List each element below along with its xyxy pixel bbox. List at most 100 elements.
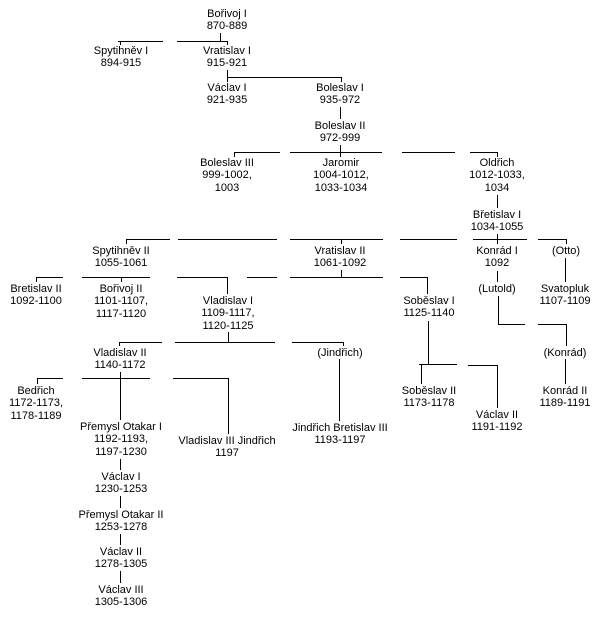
connector-vertical-line — [36, 277, 37, 282]
connector-vertical-line — [421, 364, 422, 384]
person-name: Bedřich — [17, 385, 55, 397]
person-konrad-ii: Konrád II 1189-1191 — [540, 385, 591, 410]
connector-horizontal-line — [234, 152, 280, 153]
connector-vertical-line — [341, 239, 342, 244]
person-name: (Konrád) — [543, 347, 587, 359]
connector-horizontal-line — [538, 239, 566, 240]
connector-vertical-line — [341, 77, 342, 82]
connector-vertical-line — [343, 342, 344, 346]
connector-vertical-line — [497, 152, 498, 157]
person-spytihnev-i: Spytihněv I 894-915 — [94, 45, 148, 70]
person-premysl-otakar-ii: Přemysl Otakar II 1253-1278 — [79, 509, 164, 534]
person-sobeslav-ii: Soběslav II 1173-1178 — [402, 385, 456, 410]
person-reign-dates: 1125-1140 — [403, 307, 455, 320]
person-name: Vratislav I — [203, 45, 251, 57]
person-reign-dates: 1061-1092 — [313, 257, 367, 270]
person-reign-dates: 1253-1278 — [94, 521, 148, 534]
connector-horizontal-line — [468, 365, 497, 366]
connector-vertical-line — [119, 342, 120, 346]
connector-vertical-line — [227, 70, 228, 77]
person-vladislav-iii-jindrich: Vladislav III Jindřich 1197 — [178, 435, 275, 460]
connector-vertical-line — [121, 277, 122, 282]
person-borivoj-i: Bořivoj I 870-889 — [207, 8, 247, 33]
person-reign-dates: 1034-1055 — [470, 221, 524, 234]
connector-vertical-line — [228, 378, 229, 434]
person-reign-dates: 935-972 — [319, 94, 361, 107]
person-reign-dates: 1278-1305 — [94, 558, 148, 571]
person-reign-dates: 1230-1253 — [94, 483, 148, 496]
person-name: (Otto) — [551, 245, 581, 257]
person-name: Václav II — [99, 546, 143, 558]
person-jaromir: Jaromir 1004-1012, 1033-1034 — [313, 157, 369, 194]
person-reign-dates: 1192-1193, — [93, 433, 149, 446]
person-name: Spytihněv I — [93, 45, 149, 57]
person-name: Vladislav III Jindřich — [178, 435, 276, 447]
connector-horizontal-line — [290, 277, 383, 278]
connector-vertical-line — [227, 77, 228, 82]
person-name: Přemysl Otakar I — [80, 421, 162, 433]
person-reign-dates: 1092 — [484, 257, 510, 270]
person-name: Svatopluk — [540, 283, 590, 295]
connector-vertical-line — [565, 359, 566, 384]
person-vratislav-i: Vratislav I 915-921 — [203, 45, 251, 70]
person-name: Bořivoj II — [99, 283, 143, 295]
person-name: Boleslav II — [314, 120, 366, 132]
connector-vertical-line — [340, 107, 341, 119]
connector-horizontal-line — [82, 378, 150, 379]
person-name: Boleslav I — [316, 82, 364, 94]
person-reign-dates: 1197-1230 — [95, 445, 147, 458]
connector-horizontal-line — [290, 152, 382, 153]
person-reign-dates: 1109-1117, — [201, 307, 255, 320]
connector-vertical-line — [120, 372, 121, 378]
person-reign-dates: 1178-1189 — [10, 409, 62, 422]
connector-vertical-line — [497, 234, 498, 239]
person-bretislav-i: Břetislav I 1034-1055 — [471, 209, 524, 234]
person-name: Václav I — [101, 471, 141, 483]
connector-horizontal-line — [538, 324, 566, 325]
connector-horizontal-line — [473, 239, 527, 240]
person-jindrich-bretislav-iii: Jindřich Bretislav III 1193-1197 — [292, 422, 387, 447]
connector-horizontal-line — [402, 152, 455, 153]
person-boleslav-ii: Boleslav II 972-999 — [315, 120, 366, 145]
connector-horizontal-line — [173, 378, 228, 379]
connector-horizontal-line — [37, 378, 63, 379]
person-name: Vladislav II — [93, 347, 147, 359]
person-oldrich: Oldřich 1012-1033, 1034 — [469, 157, 525, 194]
person-reign-dates: 1197 — [215, 447, 239, 460]
connector-vertical-line — [497, 365, 498, 408]
person-reign-dates: 1055-1061 — [94, 257, 148, 270]
person-premysl-otakar-i: Přemysl Otakar I 1192-1193, 1197-1230 — [80, 421, 162, 458]
connector-vertical-line — [497, 239, 498, 244]
person-reign-dates: 1034 — [484, 181, 510, 194]
person-name: Jaromir — [322, 157, 360, 169]
person-reign-dates: 870-889 — [206, 20, 248, 33]
person-name: Václav II — [475, 409, 519, 421]
connector-horizontal-line — [175, 342, 275, 343]
person-name: (Lutold) — [478, 283, 516, 295]
person-reign-dates: 1012-1033, — [469, 169, 525, 182]
person-name: Spytihněv II — [92, 245, 150, 257]
connector-vertical-line — [220, 33, 221, 41]
person-vladislav-i: Vladislav I 1109-1117, 1120-1125 — [201, 295, 254, 332]
connector-vertical-line — [120, 378, 121, 420]
person-reign-dates: 1305-1306 — [94, 596, 148, 609]
person-vaclav-ii-1191: Václav II 1191-1192 — [472, 409, 523, 434]
person-reign-dates: 915-921 — [206, 57, 248, 70]
connector-vertical-line — [234, 152, 235, 157]
person-name: Vladislav I — [202, 295, 254, 307]
connector-vertical-line — [228, 332, 229, 342]
person-reign-dates: 1033-1034 — [314, 181, 368, 194]
connector-horizontal-line — [292, 342, 343, 343]
connector-vertical-line — [565, 258, 566, 282]
connector-horizontal-line — [227, 77, 342, 78]
person-reign-dates: 1120-1125 — [202, 319, 254, 332]
connector-horizontal-line — [400, 277, 427, 278]
person-konrad: (Konrád) — [544, 347, 587, 359]
person-vratislav-ii: Vratislav II 1061-1092 — [314, 245, 367, 270]
connector-horizontal-line — [400, 239, 457, 240]
person-reign-dates: 1189-1191 — [539, 397, 591, 410]
person-otto: (Otto) — [552, 245, 580, 257]
connector-horizontal-line — [177, 41, 227, 42]
person-name: Soběslav II — [401, 385, 457, 397]
person-spytihnev-ii: Spytihněv II 1055-1061 — [92, 245, 149, 270]
